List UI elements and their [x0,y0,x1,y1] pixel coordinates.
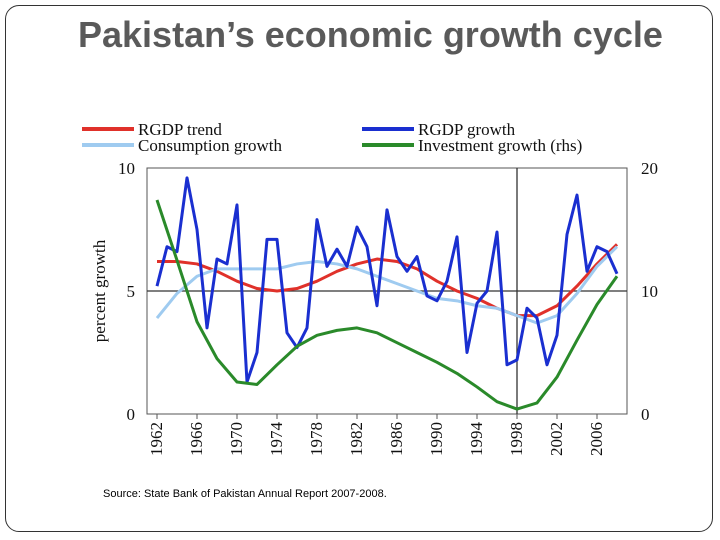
x-tick-label: 1990 [427,422,446,456]
y2-tick-label: 10 [641,282,658,301]
x-tick-label: 1974 [267,422,286,457]
series-line [155,176,619,384]
slide-title: Pakistan’s economic growth cycle [78,14,663,55]
slide-frame [5,5,713,532]
series-line [155,245,619,325]
y-tick-label: 0 [127,405,136,424]
source-note: Source: State Bank of Pakistan Annual Re… [103,488,387,500]
y2-tick-label: 0 [641,405,650,424]
legend-label: RGDP growth [418,120,516,139]
x-tick-label: 1994 [467,422,486,457]
legend-label: RGDP trend [138,120,222,139]
y2-tick-label: 20 [641,159,658,178]
x-tick-label: 1966 [187,422,206,456]
legend-label: Investment growth (rhs) [418,136,582,155]
x-tick-label: 1998 [507,422,526,456]
y-tick-label: 10 [118,159,135,178]
x-tick-label: 1978 [307,422,326,456]
x-tick-label: 1986 [387,422,406,456]
legend-label: Consumption growth [138,136,283,155]
series-line [155,199,619,411]
y-tick-label: 5 [127,282,136,301]
series-line [157,243,619,318]
x-tick-label: 2006 [587,422,606,456]
x-tick-label: 2002 [547,422,566,456]
x-tick-label: 1982 [347,422,366,456]
y-axis-label: percent growth [90,239,109,342]
x-tick-label: 1962 [147,422,166,456]
x-tick-label: 1970 [227,422,246,456]
